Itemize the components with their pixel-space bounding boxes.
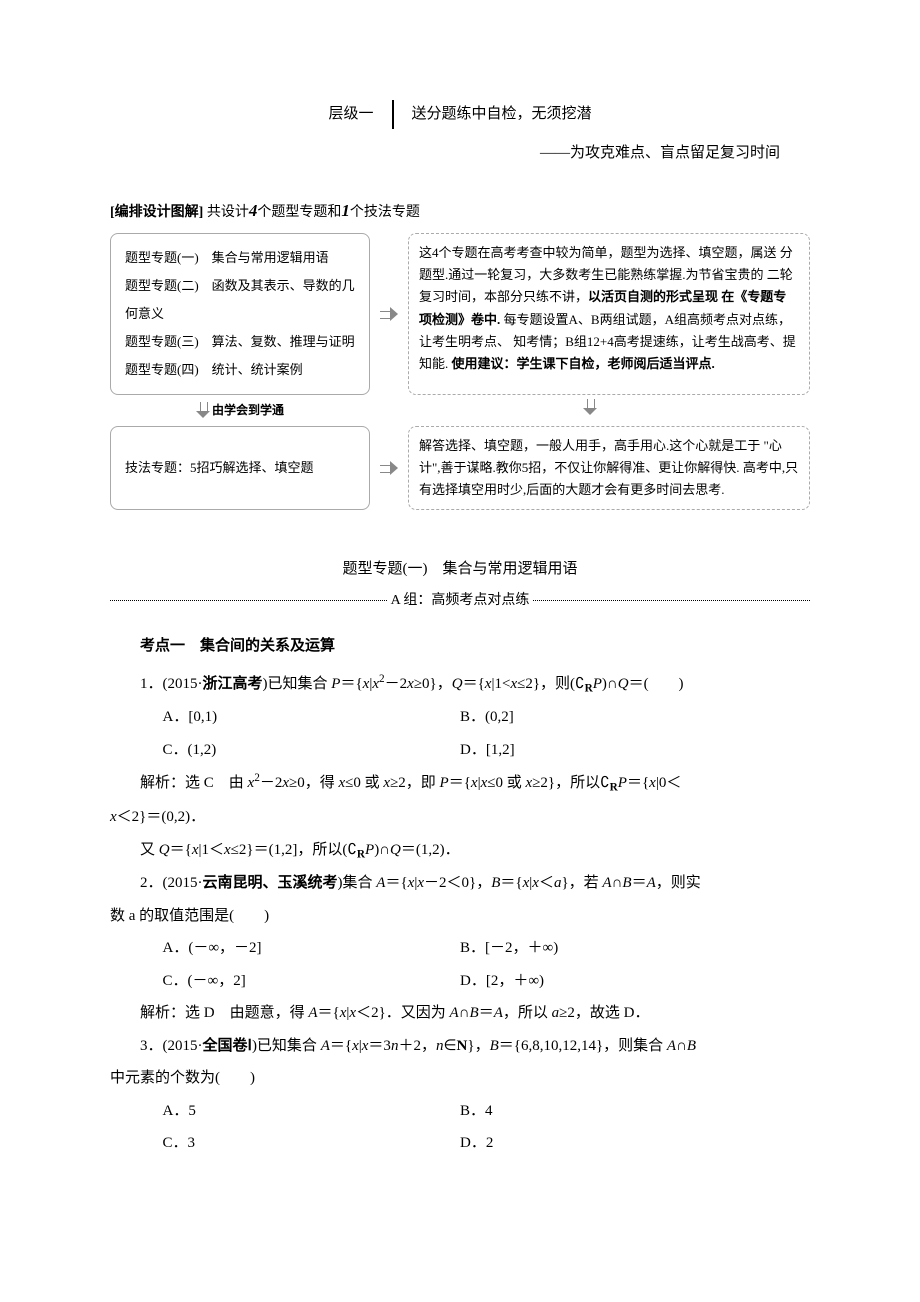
- q2-options: A．(－∞，－2] B．[－2，＋∞): [110, 934, 810, 963]
- q1-solution-1: 解析：选 C 由 x2－2x≥0，得 x≤0 或 x≥2，即 P＝{x|x≤0 …: [110, 768, 810, 799]
- q2-opt-d: D．[2，＋∞): [460, 967, 810, 996]
- q1-options-2: C．(1,2) D．[1,2]: [110, 736, 810, 765]
- design-title: [编排设计图解] 共设计4个题型专题和1个技法专题: [110, 195, 810, 227]
- q3-options: A．5 B．4: [110, 1097, 810, 1126]
- design-title-prefix: [编排设计图解]: [110, 205, 203, 220]
- q2-stem-a: 2．(2015·: [140, 875, 203, 891]
- left-topic-box: 题型专题(一) 集合与常用逻辑用语 题型专题(二) 函数及其表示、导数的几何意义…: [110, 233, 370, 395]
- q1-opt-d: D．[1,2]: [460, 736, 810, 765]
- transition-row: 由学会到学通: [110, 399, 810, 422]
- q2-solution: 解析：选 D 由题意，得 A＝{x|x＜2}．又因为 A∩B＝A，所以 a≥2，…: [110, 999, 810, 1028]
- diagram-row-top: 题型专题(一) 集合与常用逻辑用语 题型专题(二) 函数及其表示、导数的几何意义…: [110, 233, 810, 395]
- q1-stem-a: 1．(2015·: [140, 676, 203, 692]
- page-header: 层级一 送分题练中自检，无须挖潜: [110, 100, 810, 129]
- transition-left: 由学会到学通: [110, 399, 370, 422]
- q1-opt-a: A．[0,1): [110, 703, 460, 732]
- arrow-right-icon: [380, 461, 398, 475]
- q3-opt-a: A．5: [110, 1097, 460, 1126]
- design-num2: 1: [341, 201, 350, 220]
- right-note-box-top: 这4个专题在高考考查中较为简单，题型为选择、填空题，属送 分题型.通过一轮复习，…: [408, 233, 810, 395]
- q3-stem-tail: 中元素的个数为( ): [110, 1064, 810, 1093]
- layer-label: 层级一: [328, 100, 393, 129]
- arrow-column: [378, 426, 400, 510]
- q1-source: 浙江高考: [203, 676, 263, 692]
- arrow-down-icon: [583, 399, 597, 415]
- q2-options-2: C．(－∞，2] D．[2，＋∞): [110, 967, 810, 996]
- left-bottom-box: 技法专题：5招巧解选择、填空题: [110, 426, 370, 510]
- q3-source: 全国卷Ⅰ: [203, 1038, 252, 1054]
- note-line: 解答选择、填空题，一般人用手，高手用心.这个心就是工于: [419, 438, 760, 453]
- q3-opt-b: B．4: [460, 1097, 810, 1126]
- q3-stem-a: 3．(2015·: [140, 1038, 203, 1054]
- q2-opt-b: B．[－2，＋∞): [460, 934, 810, 963]
- q2-stem-tail: 数 a 的取值范围是( ): [110, 902, 810, 931]
- q1-options: A．[0,1) B．(0,2]: [110, 703, 810, 732]
- q3-stem: 3．(2015·全国卷Ⅰ)已知集合 A＝{x|x＝3n＋2，n∈N}，B＝{6,…: [110, 1032, 810, 1061]
- q1-opt-b: B．(0,2]: [460, 703, 810, 732]
- q3-opt-c: C．3: [110, 1129, 460, 1158]
- group-label: A 组：高频考点对点练: [387, 588, 534, 615]
- design-title-b: 个技法专题: [350, 205, 420, 220]
- topic-item: 题型专题(一) 集合与常用逻辑用语: [125, 244, 355, 272]
- topic-title: 题型专题(一) 集合与常用逻辑用语: [110, 555, 810, 584]
- q3-tail-text: 中元素的个数为( ): [110, 1070, 255, 1086]
- topic-item: 题型专题(二) 函数及其表示、导数的几何意义: [125, 272, 355, 328]
- dots-left: [110, 600, 387, 601]
- q1-solution-1b: x＜2}＝(0,2)．: [110, 803, 810, 832]
- group-line: A 组：高频考点对点练: [110, 588, 810, 615]
- q1-opt-c: C．(1,2): [110, 736, 460, 765]
- left-bottom-text: 技法专题：5招巧解选择、填空题: [125, 458, 314, 479]
- right-note-box-bottom: 解答选择、填空题，一般人用手，高手用心.这个心就是工于 "心计",善于谋略.教你…: [408, 426, 810, 510]
- topic-item: 题型专题(三) 算法、复数、推理与证明: [125, 328, 355, 356]
- header-slogan: 送分题练中自检，无须挖潜: [412, 100, 592, 129]
- q1-solution-2: 又 Q＝{x|1＜x≤2}＝(1,2]，所以(∁RP)∩Q＝(1,2)．: [110, 836, 810, 866]
- q2-stem: 2．(2015·云南昆明、玉溪统考)集合 A＝{x|x－2＜0}，B＝{x|x＜…: [110, 869, 810, 898]
- arrow-down-icon: [196, 402, 210, 418]
- q1-stem: 1．(2015·浙江高考)已知集合 P＝{x|x2－2x≥0}，Q＝{x|1<x…: [110, 669, 810, 700]
- design-mid: 个题型专题和: [257, 205, 341, 220]
- note-line-bold: 以活页自测的形式呈现: [588, 289, 718, 304]
- q3-options-2: C．3 D．2: [110, 1129, 810, 1158]
- note-line-bold: 使用建议：学生课下自检，老师阅后适当评点.: [452, 356, 715, 371]
- q2-source: 云南昆明、玉溪统考: [203, 875, 338, 891]
- transition-label: 由学会到学通: [212, 399, 284, 422]
- q2-tail-text: 数 a 的取值范围是( ): [110, 908, 269, 924]
- arrow-column: [378, 233, 400, 395]
- kaodian-1-title: 考点一 集合间的关系及运算: [110, 632, 810, 661]
- design-title-a: 共设计: [207, 205, 249, 220]
- diagram-row-bottom: 技法专题：5招巧解选择、填空题 解答选择、填空题，一般人用手，高手用心.这个心就…: [110, 426, 810, 510]
- note-line: 这4个专题在高考考查中较为简单，题型为选择、填空题，属送: [419, 245, 777, 260]
- arrow-right-icon: [380, 307, 398, 321]
- transition-right: [370, 399, 810, 422]
- q2-opt-c: C．(－∞，2]: [110, 967, 460, 996]
- header-sub: ——为攻克难点、盲点留足复习时间: [110, 139, 810, 168]
- topic-item: 题型专题(四) 统计、统计案例: [125, 356, 355, 384]
- dots-right: [533, 600, 810, 601]
- q2-opt-a: A．(－∞，－2]: [110, 934, 460, 963]
- q3-opt-d: D．2: [460, 1129, 810, 1158]
